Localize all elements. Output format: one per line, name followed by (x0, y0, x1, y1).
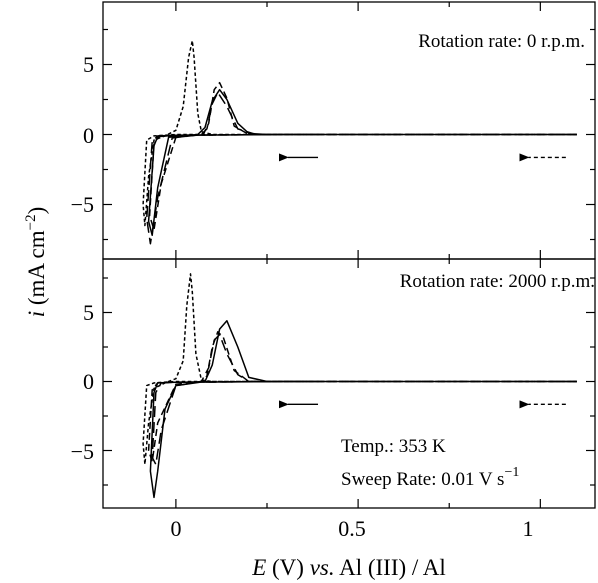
y-axis-close: ) (24, 207, 49, 215)
top-series-medium-dash-curve (148, 81, 577, 231)
top-series-long-dash-curve (145, 91, 577, 245)
sweep-rate-note: Sweep Rate: 0.01 V s−1 (341, 465, 519, 490)
sweep-direction-arrows (278, 153, 566, 409)
bottom-ytick-label: 0 (83, 369, 94, 394)
y-axis-exponent: −2 (23, 214, 39, 230)
top-series-short-dash-curve (142, 39, 577, 227)
axis-ticks (103, 2, 595, 508)
x-axis-title: E (V) vs. Al (III) / Al (251, 555, 446, 580)
bottom-ytick-label: −5 (71, 439, 94, 464)
y-axis-symbol: i (24, 311, 49, 317)
top-rotation-rate-label: Rotation rate: 0 r.p.m. (418, 31, 585, 52)
xtick-label: 0.5 (338, 516, 366, 541)
bottom-panel-frame (102, 258, 596, 509)
x-axis-unit: (V) (266, 555, 309, 580)
x-axis-symbol: E (251, 555, 266, 580)
bottom-series-medium-dash-curve (147, 331, 577, 463)
x-axis-vs: vs. (310, 555, 335, 580)
bottom-series-short-dash-curve (142, 273, 577, 466)
top-series-solid-curve (147, 88, 577, 237)
x-axis-reference: Al (III) / Al (335, 555, 446, 580)
top-ytick-label: 5 (83, 52, 94, 77)
top-ytick-label: −5 (71, 192, 94, 217)
xtick-label: 0 (171, 516, 182, 541)
temperature-note: Temp.: 353 K (341, 436, 446, 457)
bottom-ytick-label: 5 (83, 300, 94, 325)
y-axis-unit: (mA cm (24, 230, 49, 311)
sweep-rate-unit-exponent: −1 (504, 465, 519, 480)
sweep-rate-text: Sweep Rate: 0.01 V s (341, 469, 504, 490)
bottom-panel-curves (142, 273, 577, 499)
y-axis-title: i (mA cm−2) (23, 207, 49, 318)
bottom-rotation-rate-label: Rotation rate: 2000 r.p.m. (400, 271, 595, 292)
top-panel-curves (142, 39, 577, 245)
top-ytick-label: 0 (83, 123, 94, 148)
xtick-label: 1 (523, 516, 534, 541)
